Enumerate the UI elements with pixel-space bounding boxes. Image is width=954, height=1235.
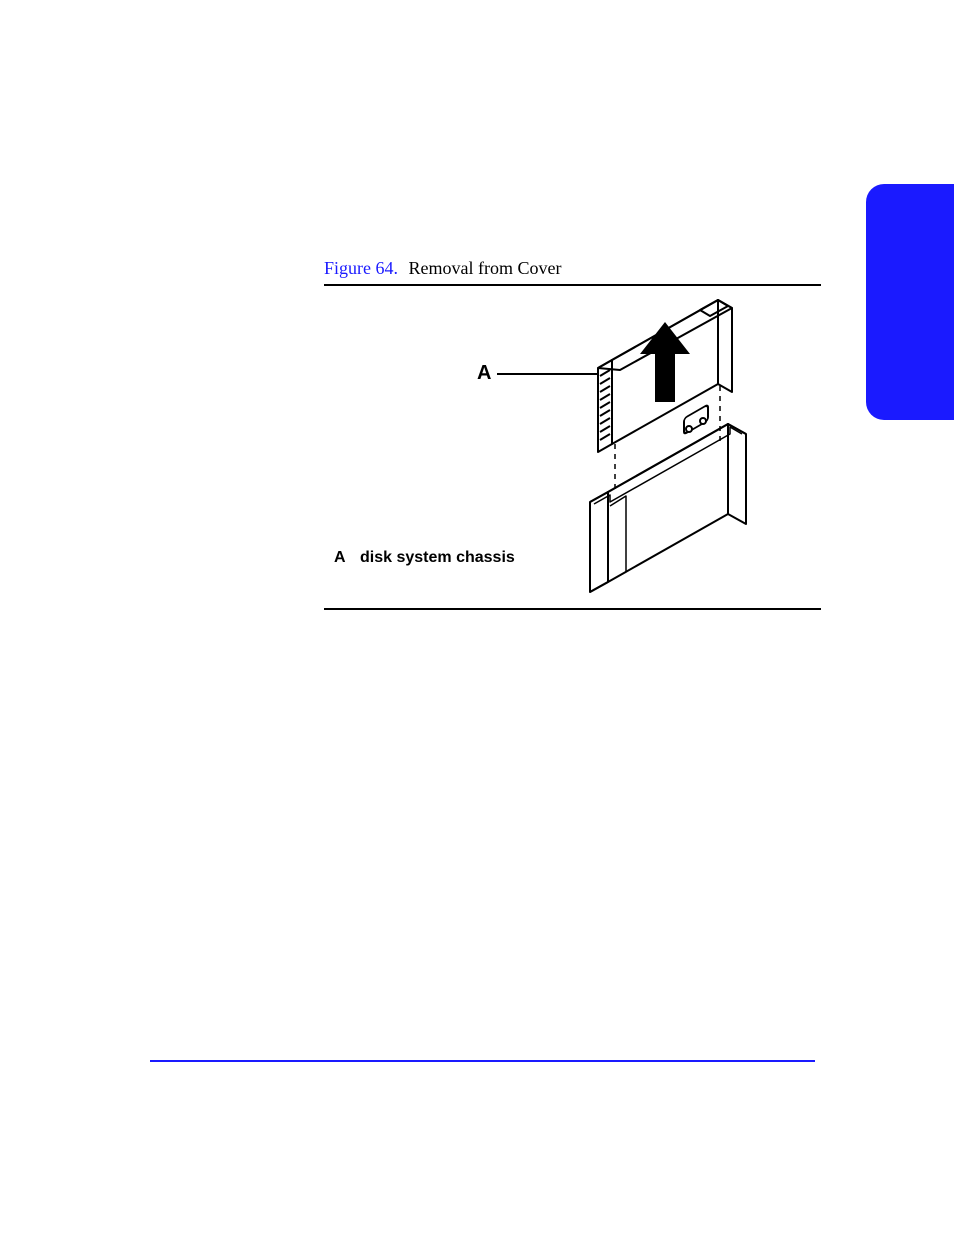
cover-icon <box>590 405 746 592</box>
illustration-removal-from-cover <box>560 292 770 602</box>
figure-rule-bottom <box>324 608 821 610</box>
side-tab <box>866 184 954 420</box>
figure-title: Removal from Cover <box>409 258 562 278</box>
figure-label: Figure 64. <box>324 258 398 278</box>
footer-rule <box>150 1060 815 1062</box>
callout-a-letter: A <box>477 362 491 385</box>
legend-text: disk system chassis <box>360 549 515 566</box>
legend-letter: A <box>334 549 346 566</box>
page: Figure 64. Removal from Cover A <box>0 0 954 1235</box>
figure-legend: A disk system chassis <box>334 549 515 567</box>
figure-rule-top <box>324 284 821 286</box>
arrow-up-icon <box>640 322 690 402</box>
figure-caption: Figure 64. Removal from Cover <box>324 258 561 279</box>
